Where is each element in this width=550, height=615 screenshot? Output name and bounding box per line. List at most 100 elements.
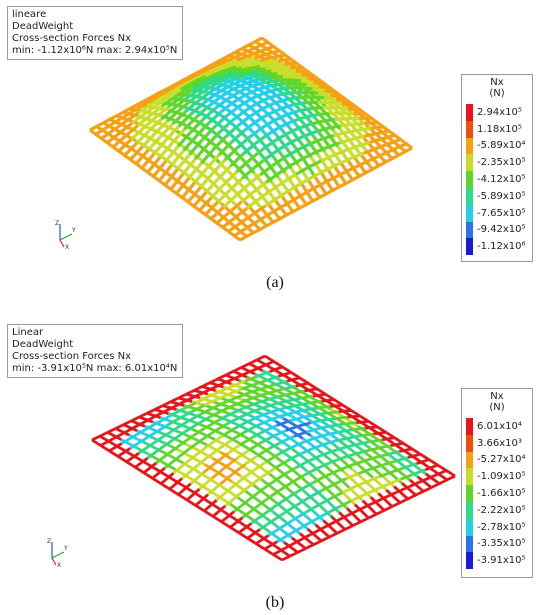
gridshell-member [265, 453, 280, 464]
gridshell-member [191, 403, 206, 413]
legend-value: -3.35x10⁵ [477, 538, 526, 550]
gridshell-member [347, 414, 361, 419]
gridshell-member [195, 104, 211, 118]
gridshell-member [174, 81, 189, 92]
gridshell-member [163, 168, 179, 186]
gridshell-member [125, 452, 140, 463]
gridshell-member [272, 429, 287, 438]
axis-x-label: X [65, 244, 69, 250]
gridshell-member [334, 116, 348, 121]
gridshell-member [263, 402, 277, 409]
gridshell-member [319, 177, 334, 187]
gridshell-member [392, 498, 407, 508]
gridshell-member [284, 61, 297, 66]
gridshell-member [271, 406, 286, 413]
gridshell-member [274, 419, 290, 431]
legend-value: -5.89x10⁴ [477, 140, 526, 152]
gridshell-member [152, 138, 168, 155]
gridshell-member [192, 191, 208, 208]
gridshell-member [124, 124, 139, 138]
gridshell-member [306, 83, 320, 89]
gridshell-member [297, 421, 311, 428]
legend-entry: -2.35x10⁵ [466, 154, 526, 172]
gridshell-member [291, 115, 305, 124]
gridshell-member [182, 401, 197, 411]
gridshell-member [171, 430, 186, 442]
gridshell-member [262, 383, 276, 390]
gridshell-member [365, 446, 379, 453]
gridshell-member [233, 226, 248, 238]
gridshell-member [346, 508, 361, 517]
gridshell-member [290, 134, 305, 144]
legend-swatch [466, 171, 473, 188]
gridshell-member [412, 468, 426, 476]
gridshell-member [344, 164, 358, 174]
gridshell-member [267, 526, 282, 537]
gridshell-member [315, 433, 329, 440]
gridshell-member [358, 467, 372, 475]
gridshell-member [281, 90, 294, 96]
gridshell-member [331, 422, 345, 428]
legend-unit-label: (N) [489, 402, 505, 413]
gridshell-member [268, 414, 282, 422]
gridshell-member [327, 430, 341, 436]
gridshell-member [344, 144, 359, 153]
gridshell-member [192, 74, 207, 84]
gridshell-member [209, 75, 224, 85]
gridshell-member [186, 186, 202, 203]
gridshell-member [364, 131, 377, 138]
gridshell-member [255, 419, 270, 428]
gridshell-member [272, 546, 287, 556]
analysis-type: Linear [12, 327, 44, 338]
gridshell-member [326, 141, 341, 149]
legend-entry: 3.66x10³ [466, 434, 526, 452]
gridshell-member [304, 423, 320, 435]
gridshell-member [306, 540, 320, 550]
gridshell-member [375, 482, 389, 491]
legend-value: -2.22x10⁵ [477, 504, 526, 516]
gridshell-member [247, 149, 263, 162]
legend-value: 1.18x10⁵ [477, 123, 522, 135]
gridshell-member [161, 95, 176, 108]
gridshell-member [172, 97, 188, 110]
gridshell-member [353, 503, 370, 519]
gridshell-member [407, 452, 421, 459]
gridshell-member [323, 439, 337, 446]
gridshell-member [247, 65, 261, 71]
gridshell-member [263, 540, 278, 551]
legend-value: 2.94x10⁵ [477, 106, 522, 118]
gridshell-member [175, 177, 191, 195]
gridshell-member [385, 488, 401, 504]
gridshell-member [164, 183, 177, 195]
gridshell-member [130, 419, 146, 428]
gridshell-member [89, 121, 104, 132]
gridshell-member [123, 141, 139, 157]
result-info-box: Linear DeadWeight Cross-section Forces N… [7, 324, 184, 378]
gridshell-member [229, 516, 244, 529]
gridshell-member [258, 69, 272, 74]
gridshell-member [189, 118, 204, 134]
gridshell-member [228, 66, 243, 74]
gridshell-member [122, 423, 138, 432]
gridshell-member [186, 488, 201, 502]
gridshell-member [252, 73, 266, 79]
gridshell-member [89, 128, 102, 140]
gridshell-member [416, 458, 430, 465]
gridshell-member [234, 206, 249, 219]
gridshell-member [286, 453, 301, 463]
gridshell-member [185, 199, 199, 210]
gridshell-member [254, 398, 268, 406]
gridshell-member [305, 100, 318, 105]
gridshell-member [207, 390, 222, 399]
gridshell-member [263, 185, 277, 202]
gridshell-member [350, 493, 365, 503]
axis-z-label: Z [55, 220, 59, 227]
gridshell-member [277, 446, 292, 456]
gridshell-member [248, 441, 262, 452]
gridshell-member [117, 447, 132, 458]
gridshell-member [192, 426, 207, 437]
color-legend: Nx (N) 6.01x10⁴ 3.66x10³ -5.27x10⁴ -1.09… [461, 388, 533, 578]
gridshell-member [119, 110, 134, 121]
gridshell-member [228, 387, 243, 396]
gridshell-member [285, 539, 299, 550]
